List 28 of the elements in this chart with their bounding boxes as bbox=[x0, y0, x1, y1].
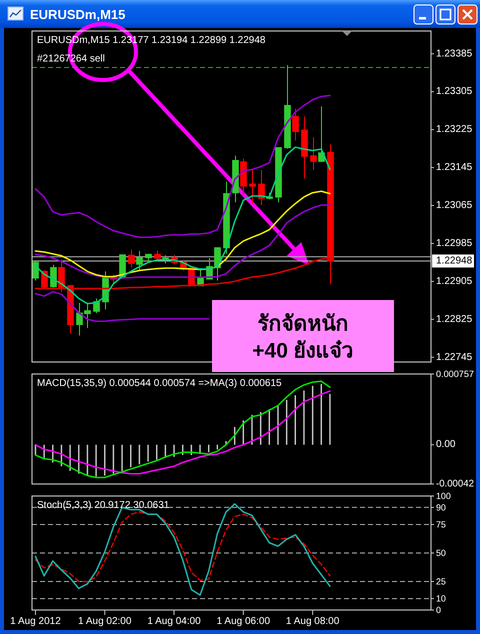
y-tick-label: 1.22905 bbox=[436, 276, 473, 287]
x-tick-label: 1 Aug 08:00 bbox=[286, 616, 340, 627]
y-tick-label: 1.22745 bbox=[436, 352, 473, 363]
y-tick-label: 0.000757 bbox=[436, 369, 474, 379]
y-tick-label: 100 bbox=[436, 491, 451, 501]
x-tick-label: 1 Aug 02:00 bbox=[78, 616, 132, 627]
annotation: รักจัดหนัก +40 ยังแจ๋ว bbox=[252, 312, 354, 362]
y-tick-label: 25 bbox=[436, 576, 446, 586]
chart-title: MACD(15,35,9) 0.000544 0.000574 =>MA(3) 0.000615 bbox=[37, 378, 282, 389]
y-tick-label: -0.00042 bbox=[436, 478, 474, 490]
x-tick-label: 1 Aug 2012 bbox=[10, 616, 62, 627]
y-tick-label: 1.23065 bbox=[436, 200, 473, 212]
y-tick-label: 1.22985 bbox=[436, 238, 473, 249]
chart-title: EURUSDm,M15 bbox=[30, 7, 126, 22]
x-tick-label: 1 Aug 04:00 bbox=[147, 616, 202, 627]
y-tick-label: 10 bbox=[436, 594, 446, 604]
y-tick-label: 1.22825 bbox=[436, 314, 473, 325]
ref-line-label: 1.22948 bbox=[436, 255, 473, 266]
y-tick-label: 1.23385 bbox=[436, 48, 473, 60]
y-tick-label: 90 bbox=[436, 502, 446, 512]
y-tick-label: 0.00 bbox=[436, 439, 456, 450]
y-tick-label: 1.23145 bbox=[436, 162, 473, 174]
y-tick-label: 1.23305 bbox=[436, 86, 473, 98]
y-tick-label: 75 bbox=[436, 520, 446, 530]
y-tick-label: 0 bbox=[436, 605, 441, 615]
y-tick-label: 1.23225 bbox=[436, 124, 473, 136]
y-tick-label: 50 bbox=[436, 548, 446, 558]
x-tick-label: 1 Aug 06:00 bbox=[216, 616, 270, 627]
